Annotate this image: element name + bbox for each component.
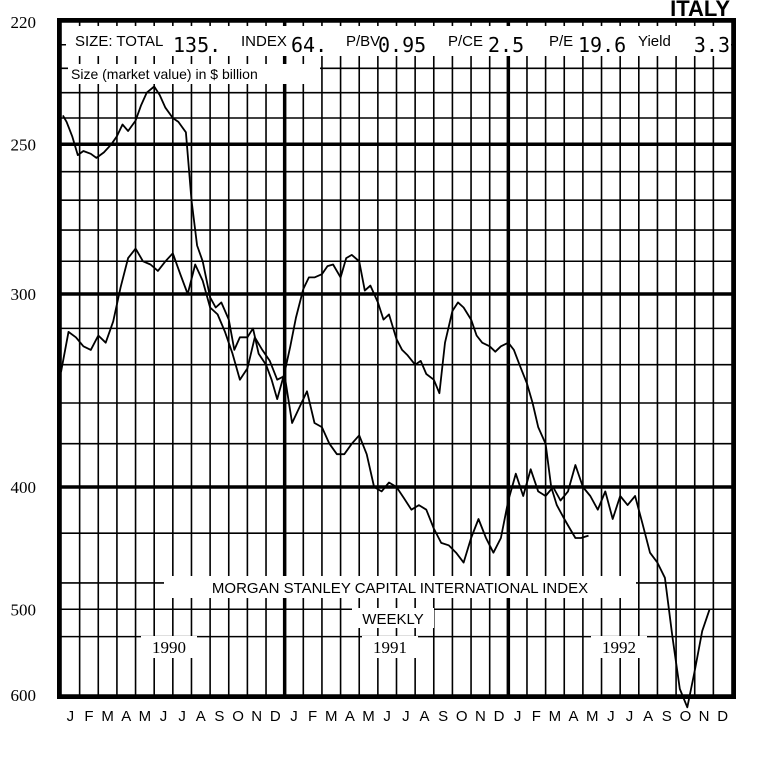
year-labels: 1990 1991 1992 [141,636,647,658]
x-tick-label: S [662,708,672,725]
country-title: ITALY [670,0,730,21]
y-tick-label: 220 [11,13,37,32]
pbv-label: P/BV [346,33,380,50]
y-tick-label: 400 [11,478,37,497]
y-tick-label: 500 [11,600,37,619]
x-tick-label: O [680,708,692,725]
x-tick-label: S [214,708,224,725]
x-tick-label: A [121,708,131,725]
x-tick-label: J [67,708,75,725]
x-tick-label: J [514,708,522,725]
size-caption: Size (market value) in $ billion [68,64,320,84]
x-tick-label: M [139,708,152,725]
x-tick-label: O [232,708,244,725]
year-1990: 1990 [152,638,186,657]
year-1991: 1991 [373,638,407,657]
x-tick-label: J [607,708,615,725]
x-tick-label: M [325,708,338,725]
y-axis-ticks: 600 500 400 300 250 220 [11,13,37,705]
x-tick-label: J [290,708,298,725]
index-title: MORGAN STANLEY CAPITAL INTERNATIONAL IND… [212,580,588,597]
x-tick-label: M [586,708,599,725]
x-tick-label: A [345,708,355,725]
y-tick-label: 250 [11,135,37,154]
x-tick-label: D [270,708,281,725]
y-tick-label: 300 [11,285,37,304]
yield-value: 3.3 [694,33,730,57]
series-line-index [60,247,711,709]
x-tick-label: D [494,708,505,725]
x-tick-label: A [196,708,206,725]
x-tick-label: N [475,708,486,725]
year-1992: 1992 [602,638,636,657]
x-tick-label: S [438,708,448,725]
index-value: 64. [291,33,327,57]
x-tick-label: J [383,708,391,725]
yield-label: Yield [638,33,671,50]
x-tick-label: J [178,708,186,725]
pe-value: 19.6 [578,33,626,57]
x-tick-label: N [699,708,710,725]
pce-label: P/CE [448,33,483,50]
x-tick-label: A [419,708,429,725]
index-title-box: MORGAN STANLEY CAPITAL INTERNATIONAL IND… [164,576,636,598]
x-tick-label: M [549,708,562,725]
frequency-box: WEEKLY [352,608,434,628]
size-total-label: SIZE: TOTAL [75,33,163,50]
x-tick-label: M [101,708,114,725]
pe-label: P/E [549,33,573,50]
x-tick-label: A [569,708,579,725]
x-tick-label: F [84,708,93,725]
x-tick-label: M [362,708,375,725]
y-tick-label: 600 [11,686,37,705]
plot-frame [57,18,736,699]
index-label: INDEX [241,33,287,50]
x-tick-label: J [402,708,410,725]
x-tick-label: N [251,708,262,725]
size-total-value: 135. [173,33,221,57]
series-line-size [62,85,589,539]
x-tick-label: J [626,708,634,725]
x-tick-label: O [456,708,468,725]
x-tick-label: D [717,708,728,725]
svg-text:Size (market value) in $ billi: Size (market value) in $ billion [71,66,258,82]
series-layer [60,85,711,709]
x-tick-label: F [532,708,541,725]
x-tick-label: F [308,708,317,725]
pbv-value: 0.95 [378,33,426,57]
frequency-label: WEEKLY [362,611,423,628]
x-tick-label: J [160,708,168,725]
stats-bar: SIZE: TOTAL 135. INDEX 64. P/BV 0.95 P/C… [66,26,731,57]
pce-value: 2.5 [488,33,524,57]
x-tick-label: A [643,708,653,725]
